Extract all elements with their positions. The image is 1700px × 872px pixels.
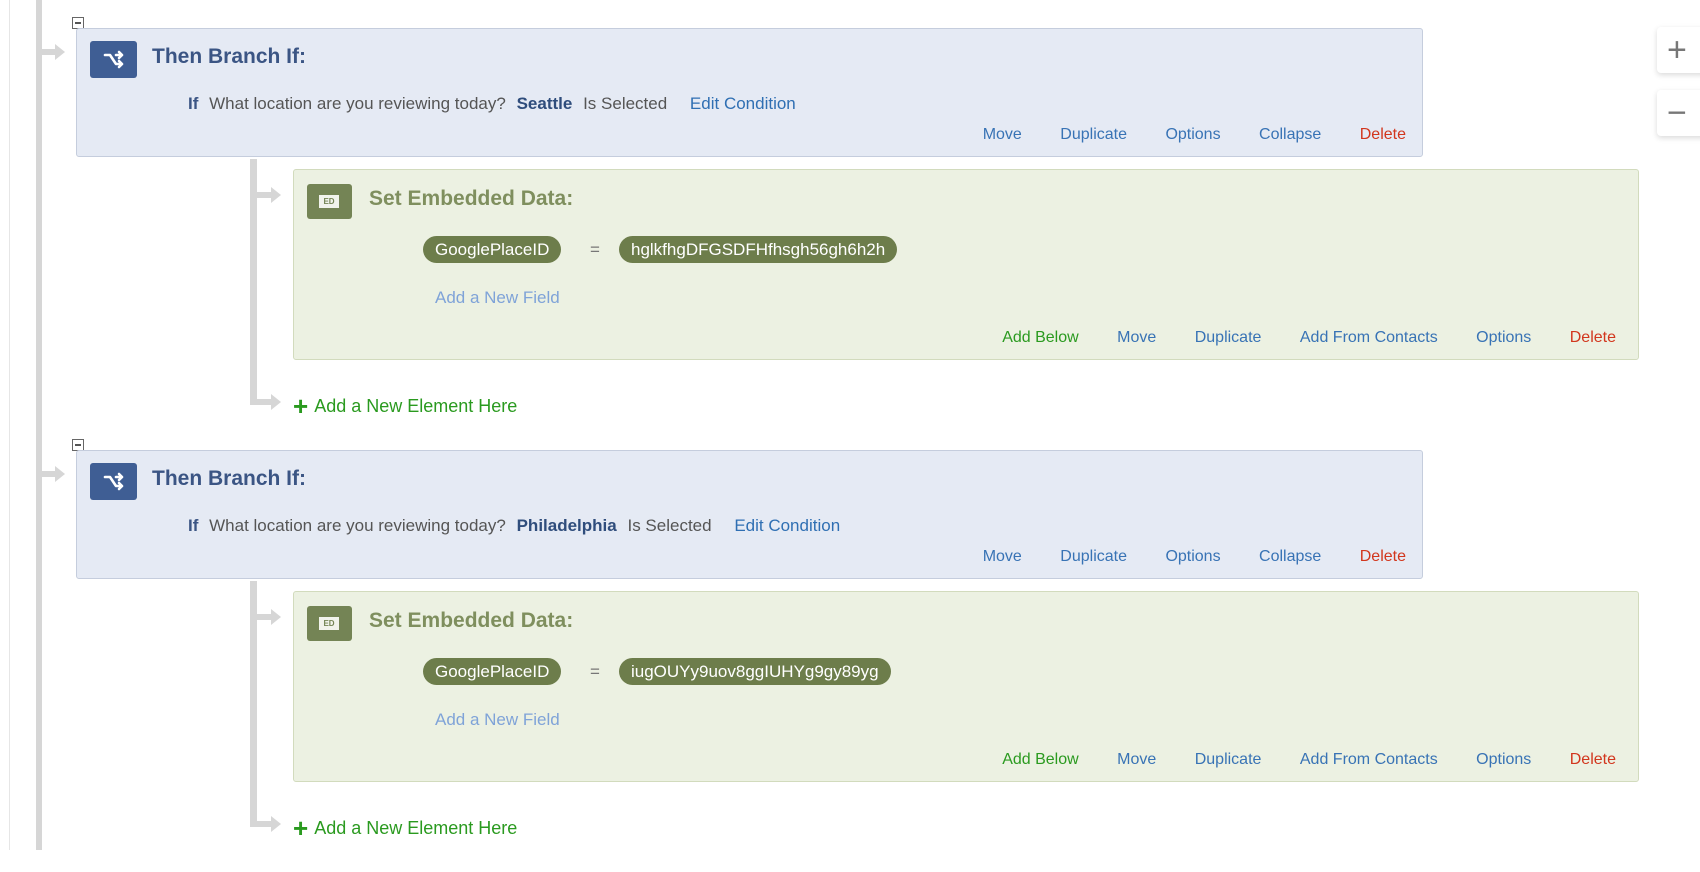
zoom-out-button[interactable]: −: [1657, 90, 1700, 136]
branch-actions: Move Duplicate Options Collapse Delete: [949, 548, 1406, 566]
edit-condition-link[interactable]: Edit Condition: [734, 516, 841, 535]
branch-condition: If What location are you reviewing today…: [188, 516, 846, 536]
branch-actions: Move Duplicate Options Collapse Delete: [949, 126, 1406, 144]
condition-question: What location are you reviewing today?: [209, 94, 506, 113]
flow-arrow-icon: [257, 816, 283, 832]
add-below-button[interactable]: Add Below: [1002, 751, 1079, 768]
zoom-in-button[interactable]: +: [1657, 27, 1700, 73]
add-new-field-link[interactable]: Add a New Field: [435, 710, 560, 729]
branch-title: Then Branch If:: [152, 45, 307, 68]
field-value-pill[interactable]: hglkfhgDFGSDFHfhsgh56gh6h2h: [619, 236, 898, 263]
embedded-data-icon: ED: [307, 606, 352, 641]
delete-button[interactable]: Delete: [1569, 329, 1616, 346]
add-new-element-button[interactable]: + Add a New Element Here: [293, 813, 517, 844]
delete-button[interactable]: Delete: [1359, 126, 1406, 143]
condition-question: What location are you reviewing today?: [209, 516, 506, 535]
equals-sign: =: [590, 662, 600, 681]
move-button[interactable]: Move: [1117, 751, 1157, 768]
move-button[interactable]: Move: [982, 126, 1022, 143]
options-button[interactable]: Options: [1165, 548, 1221, 565]
embedded-data-title: Set Embedded Data:: [369, 609, 574, 632]
condition-keyword: If: [188, 516, 199, 535]
branch-block: Then Branch If: If What location are you…: [76, 450, 1423, 579]
add-from-contacts-button[interactable]: Add From Contacts: [1299, 751, 1438, 768]
flow-arrow-icon: [41, 466, 67, 482]
options-button[interactable]: Options: [1165, 126, 1221, 143]
duplicate-button[interactable]: Duplicate: [1194, 751, 1262, 768]
delete-button[interactable]: Delete: [1359, 548, 1406, 565]
condition-keyword: If: [188, 94, 199, 113]
add-new-element-label: Add a New Element Here: [314, 818, 518, 838]
move-button[interactable]: Move: [1117, 329, 1157, 346]
delete-button[interactable]: Delete: [1569, 751, 1616, 768]
branch-group: Then Branch If: If What location are you…: [0, 17, 1700, 450]
flow-branch-line: [250, 159, 257, 405]
move-button[interactable]: Move: [982, 548, 1022, 565]
plus-icon: +: [293, 813, 309, 843]
branch-block: Then Branch If: If What location are you…: [76, 28, 1423, 157]
branch-condition: If What location are you reviewing today…: [188, 94, 802, 114]
collapse-button[interactable]: Collapse: [1259, 126, 1322, 143]
field-value-pill[interactable]: iugOUYy9uov8ggIUHYg9gy89yg: [619, 658, 891, 685]
embedded-data-block: ED Set Embedded Data: GooglePlaceID = hg…: [293, 169, 1639, 360]
flow-arrow-icon: [41, 44, 67, 60]
duplicate-button[interactable]: Duplicate: [1194, 329, 1262, 346]
collapse-button[interactable]: Collapse: [1259, 548, 1322, 565]
add-new-element-label: Add a New Element Here: [314, 396, 518, 416]
field-name-pill[interactable]: GooglePlaceID: [423, 236, 562, 263]
flow-main-line: [36, 0, 42, 850]
embedded-data-title: Set Embedded Data:: [369, 187, 574, 210]
branch-icon: [90, 463, 137, 500]
condition-operator: Is Selected: [583, 94, 668, 113]
duplicate-button[interactable]: Duplicate: [1060, 548, 1127, 565]
embedded-data-icon: ED: [307, 184, 352, 219]
branch-title: Then Branch If:: [152, 467, 307, 490]
embedded-data-actions: Add Below Move Duplicate Add From Contac…: [968, 329, 1616, 347]
options-button[interactable]: Options: [1476, 329, 1532, 346]
flow-arrow-icon: [257, 187, 283, 203]
condition-operator: Is Selected: [627, 516, 712, 535]
options-button[interactable]: Options: [1476, 751, 1532, 768]
branch-icon: [90, 41, 137, 78]
plus-icon: +: [293, 391, 309, 421]
condition-choice: Seattle: [516, 94, 573, 113]
duplicate-button[interactable]: Duplicate: [1060, 126, 1127, 143]
equals-sign: =: [590, 240, 600, 259]
add-new-element-button[interactable]: + Add a New Element Here: [293, 391, 517, 422]
canvas-edge: [9, 0, 10, 850]
edit-condition-link[interactable]: Edit Condition: [689, 94, 796, 113]
add-from-contacts-button[interactable]: Add From Contacts: [1299, 329, 1438, 346]
flow-arrow-icon: [257, 609, 283, 625]
embedded-data-actions: Add Below Move Duplicate Add From Contac…: [968, 751, 1616, 769]
field-name-pill[interactable]: GooglePlaceID: [423, 658, 562, 685]
flow-branch-line: [250, 581, 257, 827]
branch-group: Then Branch If: If What location are you…: [0, 439, 1700, 872]
embedded-data-block: ED Set Embedded Data: GooglePlaceID = iu…: [293, 591, 1639, 782]
add-new-field-link[interactable]: Add a New Field: [435, 288, 560, 307]
flow-arrow-icon: [257, 394, 283, 410]
condition-choice: Philadelphia: [516, 516, 617, 535]
add-below-button[interactable]: Add Below: [1002, 329, 1079, 346]
